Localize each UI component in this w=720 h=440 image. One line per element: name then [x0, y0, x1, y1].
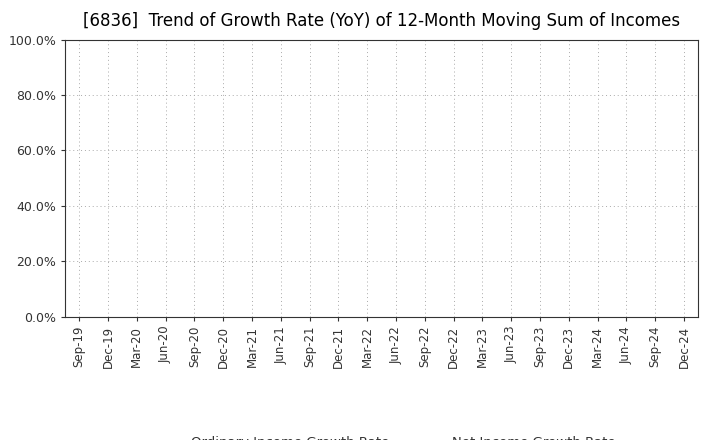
Title: [6836]  Trend of Growth Rate (YoY) of 12-Month Moving Sum of Incomes: [6836] Trend of Growth Rate (YoY) of 12-…	[83, 12, 680, 30]
Legend: Ordinary Income Growth Rate, Net Income Growth Rate: Ordinary Income Growth Rate, Net Income …	[142, 431, 621, 440]
